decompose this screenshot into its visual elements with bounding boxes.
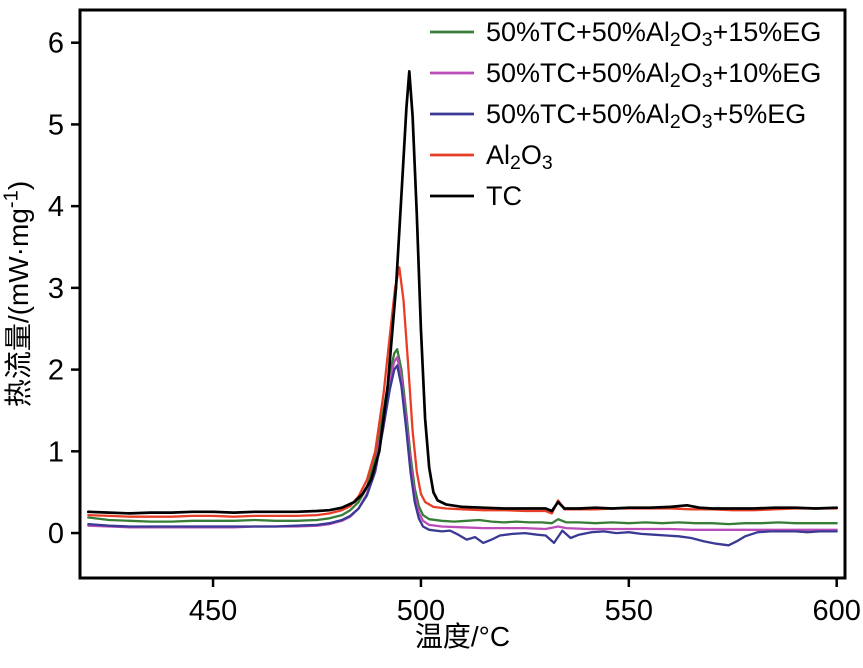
x-tick-label: 550 [605, 595, 653, 627]
legend-label-tc: TC [486, 181, 522, 211]
plot-frame [78, 8, 847, 580]
series-line-tc-al2o3-10eg [87, 356, 838, 531]
x-axis: 450 500 550 600 [189, 578, 861, 627]
series-line-tc-al2o3-5eg [87, 364, 838, 547]
series-line-tc [86, 69, 839, 515]
series-group [86, 69, 839, 547]
y-tick-label: 5 [48, 109, 64, 141]
y-tick-label: 1 [48, 436, 64, 468]
y-tick-label: 0 [48, 518, 64, 550]
x-tick-label: 450 [189, 595, 237, 627]
x-axis-title: 温度/°C [415, 621, 510, 652]
legend-label-tc-al2o3-15eg: 50%TC+50%Al2O3+15%EG [486, 17, 821, 51]
y-tick-label: 6 [48, 28, 64, 60]
y-tick-label: 3 [48, 273, 64, 305]
legend-label-al2o3: Al2O3 [486, 140, 553, 174]
legend-label-tc-al2o3-5eg: 50%TC+50%Al2O3+5%EG [486, 99, 806, 133]
x-tick-label: 600 [812, 595, 860, 627]
y-axis: 0 1 2 3 4 5 6 [48, 28, 80, 550]
y-tick-label: 4 [48, 191, 64, 223]
legend: 50%TC+50%Al2O3+15%EG 50%TC+50%Al2O3+10%EG… [430, 17, 821, 211]
series-line-tc-al2o3-15eg [87, 348, 838, 526]
x-tick-label: 500 [397, 595, 445, 627]
legend-label-tc-al2o3-10eg: 50%TC+50%Al2O3+10%EG [486, 58, 821, 92]
y-axis-title: 热流量/(mW·mg-1) [0, 181, 34, 407]
y-tick-label: 2 [48, 355, 64, 387]
series-line-al2o3 [87, 266, 838, 518]
